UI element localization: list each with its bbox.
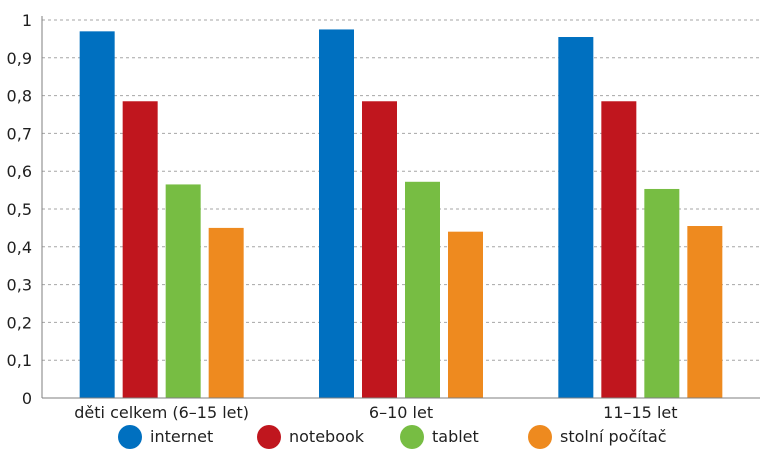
legend-marker bbox=[400, 425, 424, 449]
y-tick-label: 0,4 bbox=[7, 238, 32, 257]
legend-label: stolní počítač bbox=[560, 427, 667, 446]
y-tick-label: 0,8 bbox=[7, 87, 32, 106]
y-tick-label: 0 bbox=[22, 389, 32, 408]
legend-label: tablet bbox=[432, 427, 479, 446]
legend-marker bbox=[118, 425, 142, 449]
legend-label: internet bbox=[150, 427, 213, 446]
y-tick-label: 0,3 bbox=[7, 276, 32, 295]
bar-internet bbox=[79, 31, 115, 399]
legend-marker bbox=[528, 425, 552, 449]
bar-internet bbox=[319, 29, 354, 398]
bar-tablet bbox=[644, 188, 680, 398]
y-axis-tick-labels: 0 0,1 0,2 0,3 0,4 0,5 0,6 0,7 0,8 0,9 1 bbox=[7, 11, 32, 408]
bars bbox=[79, 29, 723, 399]
bar-notebook bbox=[122, 101, 158, 399]
y-tick-label: 1 bbox=[22, 11, 32, 30]
bar-internet bbox=[558, 37, 594, 398]
bar-stolní-počítač bbox=[208, 227, 244, 398]
x-category-label: 11–15 let bbox=[603, 403, 677, 422]
legend-marker bbox=[257, 425, 281, 449]
bar-tablet bbox=[165, 184, 201, 398]
x-category-label: děti celkem (6–15 let) bbox=[74, 403, 249, 422]
y-tick-label: 0,7 bbox=[7, 124, 32, 143]
bar-notebook bbox=[601, 101, 637, 399]
bar-stolní-počítač bbox=[448, 231, 483, 398]
legend-label: notebook bbox=[289, 427, 365, 446]
x-axis-category-labels: děti celkem (6–15 let) 6–10 let 11–15 let bbox=[74, 403, 677, 422]
bar-stolní-počítač bbox=[687, 226, 723, 398]
y-tick-label: 0,9 bbox=[7, 49, 32, 68]
y-tick-label: 0,1 bbox=[7, 351, 32, 370]
legend: internet notebook tablet stolní počítač bbox=[118, 425, 667, 449]
x-category-label: 6–10 let bbox=[369, 403, 433, 422]
y-tick-label: 0,5 bbox=[7, 200, 32, 219]
bar-tablet bbox=[405, 181, 440, 398]
axes bbox=[41, 16, 760, 399]
bar-notebook bbox=[362, 101, 397, 399]
y-tick-label: 0,2 bbox=[7, 313, 32, 332]
y-tick-label: 0,6 bbox=[7, 162, 32, 181]
